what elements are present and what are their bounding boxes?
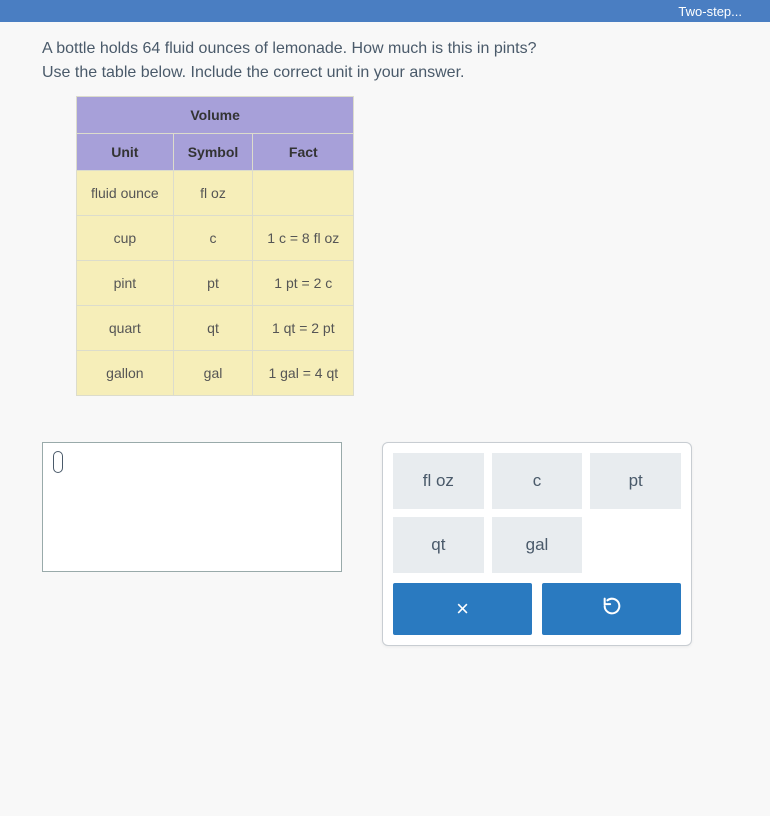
table-row: cup c 1 c = 8 fl oz [77,216,354,261]
text-cursor [53,451,63,473]
table-row: quart qt 1 qt = 2 pt [77,306,354,351]
breadcrumb-tail: Two-step... [678,4,742,19]
question-line-1: A bottle holds 64 fluid ounces of lemona… [42,40,742,58]
cell-unit: fluid ounce [77,171,174,216]
breadcrumb-bar: Two-step... [0,0,770,22]
col-header-fact: Fact [253,134,354,171]
col-header-symbol: Symbol [173,134,253,171]
unit-button-gal[interactable]: gal [492,517,583,573]
col-header-unit: Unit [77,134,174,171]
cell-symbol: pt [173,261,253,306]
unit-button-pt[interactable]: pt [590,453,681,509]
answer-input[interactable] [42,442,342,572]
x-icon: × [456,596,469,622]
table-title: Volume [77,97,354,134]
cell-fact: 1 qt = 2 pt [253,306,354,351]
unit-button-floz[interactable]: fl oz [393,453,484,509]
table-row: fluid ounce fl oz [77,171,354,216]
unit-button-empty [590,517,681,573]
cell-unit: pint [77,261,174,306]
cell-symbol: fl oz [173,171,253,216]
cell-symbol: gal [173,351,253,396]
undo-button[interactable] [542,583,681,635]
question-line-2: Use the table below. Include the correct… [42,64,742,82]
cell-unit: quart [77,306,174,351]
unit-button-qt[interactable]: qt [393,517,484,573]
cell-unit: gallon [77,351,174,396]
cell-symbol: qt [173,306,253,351]
cell-symbol: c [173,216,253,261]
cell-fact: 1 c = 8 fl oz [253,216,354,261]
volume-table: Volume Unit Symbol Fact fluid ounce fl o… [76,96,354,396]
clear-button[interactable]: × [393,583,532,635]
cell-fact: 1 pt = 2 c [253,261,354,306]
table-row: gallon gal 1 gal = 4 qt [77,351,354,396]
keypad: fl oz c pt qt gal × [382,442,692,646]
unit-button-c[interactable]: c [492,453,583,509]
undo-icon [601,595,623,623]
question-content: A bottle holds 64 fluid ounces of lemona… [0,22,770,674]
cell-fact: 1 gal = 4 qt [253,351,354,396]
cell-unit: cup [77,216,174,261]
cell-fact [253,171,354,216]
table-row: pint pt 1 pt = 2 c [77,261,354,306]
